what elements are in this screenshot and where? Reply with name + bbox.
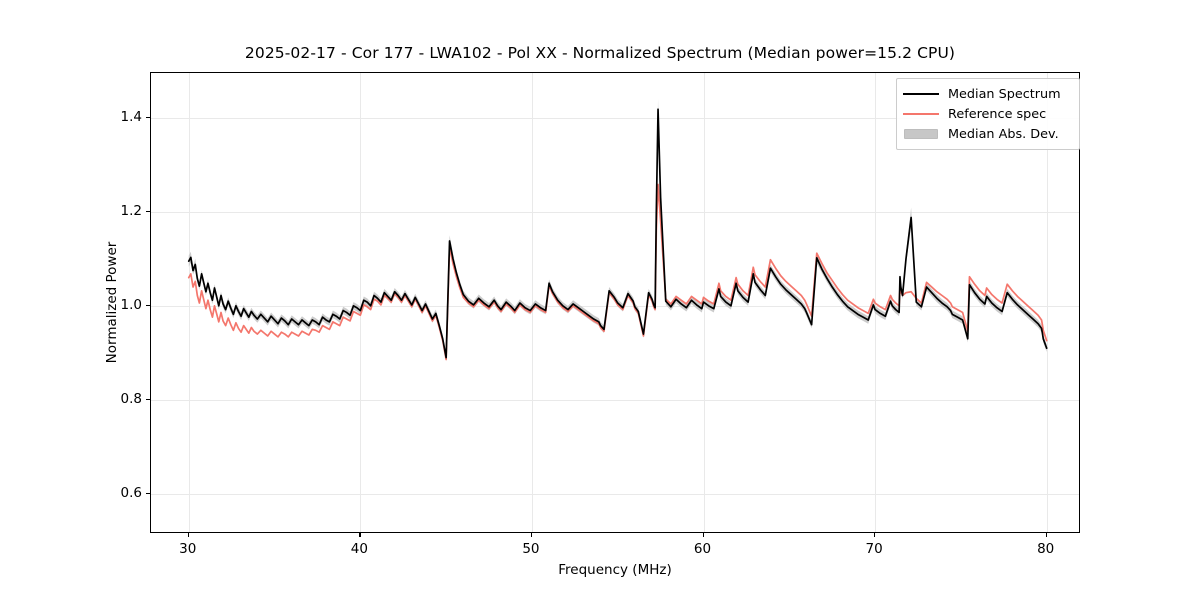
y-tick-1 — [146, 398, 150, 401]
y-tick-label-1: 0.8 — [120, 390, 142, 407]
legend-label-reference: Reference spec — [948, 106, 1047, 122]
y-tick-label-2: 1.0 — [120, 296, 142, 313]
y-tick-label-3: 1.2 — [120, 202, 142, 219]
y-tick-label-4: 1.4 — [120, 108, 142, 125]
x-tick-0 — [187, 533, 189, 537]
x-tick-2 — [530, 533, 533, 537]
x-axis-label: Frequency (MHz) — [558, 562, 672, 578]
y-tick-label-0: 0.6 — [120, 485, 142, 502]
legend-label-mad: Median Abs. Dev. — [948, 126, 1059, 142]
x-tick-3 — [702, 533, 704, 537]
legend-patch-icon-mad — [903, 127, 939, 141]
median-spectrum-line — [187, 108, 1048, 359]
y-tick-2 — [146, 304, 150, 307]
legend-line-icon-median — [903, 87, 939, 101]
legend-label-median: Median Spectrum — [948, 86, 1061, 102]
y-tick-3 — [146, 210, 150, 212]
legend-item-median-spectrum: Median Spectrum — [903, 84, 1073, 104]
x-tick-label-3: 60 — [693, 541, 712, 557]
data-series-svg — [187, 99, 1048, 362]
y-tick-0 — [146, 493, 150, 495]
x-tick-1 — [359, 533, 361, 537]
legend-line-icon-reference — [903, 107, 939, 121]
legend[interactable]: Median Spectrum Reference spec Median Ab… — [896, 78, 1080, 150]
page-title: 2025-02-17 - Cor 177 - LWA102 - Pol XX -… — [244, 44, 956, 62]
x-tick-4 — [874, 533, 876, 537]
x-tick-5 — [1045, 533, 1047, 537]
legend-item-mad: Median Abs. Dev. — [903, 124, 1073, 144]
y-tick-4 — [146, 116, 150, 118]
x-tick-label-2: 50 — [522, 541, 540, 557]
x-tick-label-4: 70 — [865, 541, 883, 557]
x-tick-label-5: 80 — [1037, 541, 1055, 557]
y-axis-label: Normalized Power — [104, 241, 120, 364]
reference-spec-line — [187, 183, 1048, 361]
x-tick-label-1: 40 — [350, 541, 368, 557]
legend-item-reference-spec: Reference spec — [903, 104, 1073, 124]
x-tick-label-0: 30 — [179, 541, 197, 557]
